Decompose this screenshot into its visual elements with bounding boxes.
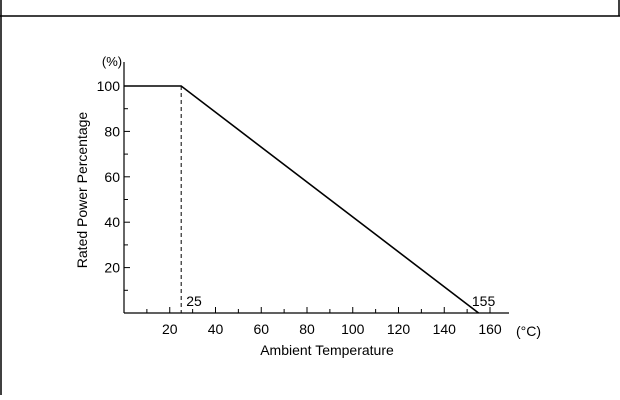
x-tick-label: 40 [208,321,224,337]
y-unit-label: (%) [102,54,122,69]
annotations-layer: 25 155 [181,86,495,313]
x-tick-label: 20 [162,321,178,337]
x-unit-label: (°C) [516,323,541,339]
x-axis-title: Ambient Temperature [260,342,394,358]
axis-tick-labels: 20 40 60 80 100 120 140 160 20 40 60 80 100 [97,78,502,337]
y-tick-label: 20 [104,260,120,276]
x-tick-label: 120 [387,321,411,337]
series-layer [124,86,479,313]
y-axis-title: Rated Power Percentage [74,112,90,269]
y-tick-label: 40 [104,214,120,230]
y-tick-label: 60 [104,169,120,185]
y-tick-label: 80 [104,123,120,139]
end-annotation-label: 155 [472,293,496,309]
x-tick-label: 60 [253,321,269,337]
x-tick-label: 160 [478,321,502,337]
series-line [124,86,479,313]
y-tick-label: 100 [97,78,121,94]
knee-annotation-label: 25 [186,293,202,309]
x-tick-label: 80 [299,321,315,337]
x-tick-label: 140 [433,321,457,337]
x-tick-label: 100 [341,321,365,337]
